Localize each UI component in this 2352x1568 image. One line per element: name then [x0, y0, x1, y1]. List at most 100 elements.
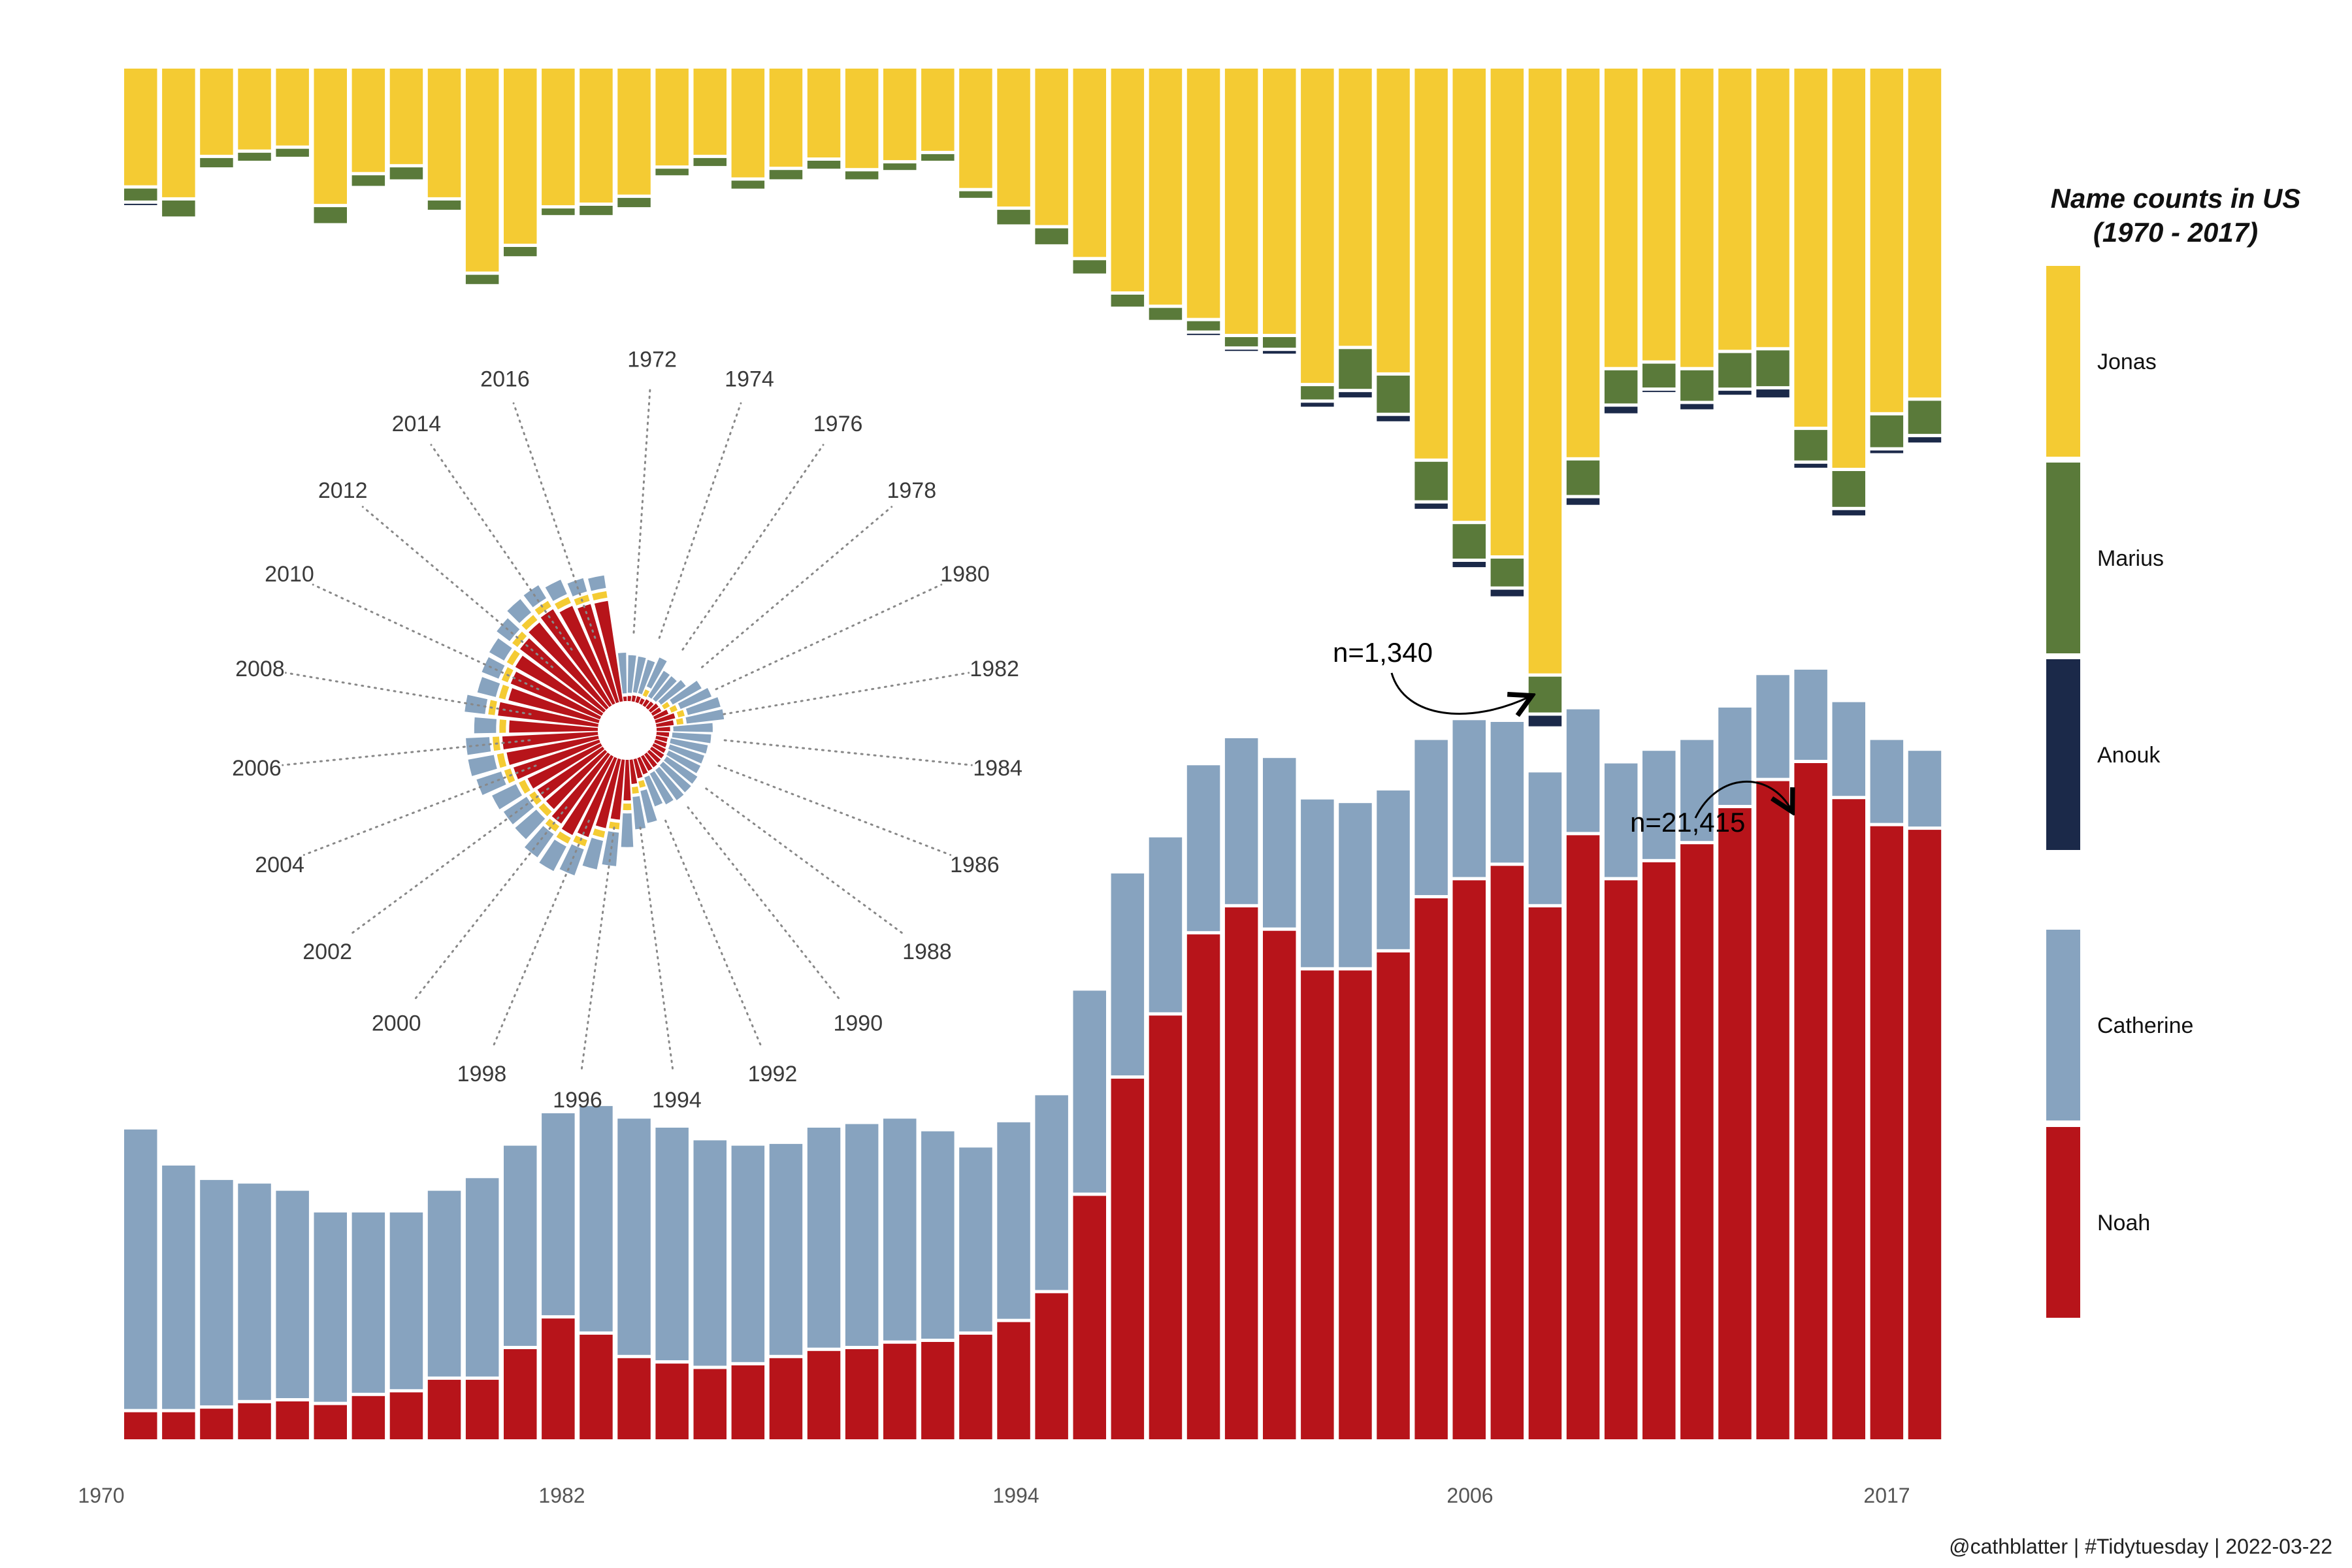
bar-top-anouk-2000 — [1263, 351, 1296, 354]
bar-top-jonas-2016 — [1870, 69, 1904, 412]
radial-guide-1984 — [723, 739, 973, 766]
bar-bottom-noah-1980 — [504, 1349, 537, 1439]
bar-bottom-noah-2015 — [1832, 799, 1865, 1439]
radial-noah-1974 — [635, 696, 641, 704]
x-tick-label-1982: 1982 — [538, 1484, 585, 1507]
bar-top-jonas-1997 — [1149, 69, 1183, 305]
bar-bottom-catherine-1999 — [1224, 738, 1258, 904]
x-tick-label-1994: 1994 — [992, 1484, 1039, 1507]
radial-noah-2003 — [527, 743, 602, 789]
bar-top-jonas-2004 — [1414, 69, 1448, 459]
bar-top-jonas-1995 — [1073, 69, 1106, 257]
x-tick-label-1970: 1970 — [78, 1484, 124, 1507]
bar-bottom-catherine-1976 — [351, 1212, 385, 1393]
radial-noah-1983 — [656, 727, 670, 732]
radial-jonas-2002 — [529, 791, 542, 805]
bar-top-anouk-2013 — [1756, 389, 1789, 398]
bar-top-marius-1987 — [769, 170, 803, 180]
bar-bottom-noah-1983 — [617, 1358, 651, 1439]
bar-bottom-noah-2006 — [1490, 866, 1524, 1439]
bar-bottom-catherine-1971 — [162, 1166, 195, 1409]
bar-top-jonas-1993 — [997, 69, 1030, 207]
radial-catherine-2001 — [515, 809, 546, 840]
radial-catherine-1977 — [653, 676, 677, 702]
bar-bottom-catherine-2012 — [1718, 708, 1752, 805]
bar-bottom-catherine-2004 — [1414, 740, 1448, 895]
bar-top-jonas-1970 — [124, 69, 157, 186]
bar-bottom-noah-2014 — [1794, 763, 1827, 1439]
bar-top-marius-1979 — [465, 274, 499, 284]
bar-bottom-noah-1986 — [731, 1365, 765, 1439]
bar-top-marius-1978 — [427, 200, 461, 210]
radial-catherine-2010 — [482, 657, 505, 679]
radial-guide-1980 — [715, 583, 943, 691]
bar-top-jonas-1986 — [731, 69, 765, 178]
bar-bottom-noah-1994 — [1035, 1293, 1068, 1439]
radial-noah-1988 — [649, 746, 664, 759]
legend-key-catherine — [2046, 930, 2080, 1120]
bar-bottom-noah-2013 — [1756, 781, 1789, 1439]
bar-top-marius-1981 — [542, 208, 575, 216]
radial-jonas-1997 — [593, 828, 606, 838]
bar-top-jonas-1984 — [655, 69, 689, 166]
bar-top-anouk-2007 — [1528, 715, 1562, 727]
bar-bottom-catherine-2010 — [1642, 751, 1676, 859]
radial-noah-1980 — [653, 710, 669, 720]
radial-noah-1993 — [633, 758, 643, 779]
radial-catherine-1975 — [646, 657, 667, 689]
bar-top-marius-2013 — [1756, 350, 1789, 387]
bar-bottom-catherine-1997 — [1149, 837, 1183, 1013]
bar-bottom-catherine-2002 — [1339, 803, 1372, 968]
radial-noah-1978 — [648, 703, 659, 713]
bar-bottom-noah-2016 — [1870, 826, 1904, 1439]
radial-noah-1972 — [627, 696, 632, 702]
bar-bottom-noah-1982 — [580, 1334, 613, 1439]
legend-title-line1: Name counts in US — [2051, 183, 2301, 214]
radial-catherine-1978 — [658, 679, 686, 705]
bar-top-marius-2014 — [1794, 430, 1827, 461]
radial-label-1986: 1986 — [950, 853, 1000, 877]
radial-noah-2013 — [529, 622, 609, 710]
bar-top-jonas-1976 — [351, 69, 385, 172]
radial-noah-1998 — [577, 757, 617, 838]
bar-top-marius-1976 — [351, 175, 385, 186]
bar-bottom-noah-2010 — [1642, 862, 1676, 1439]
bar-bottom-catherine-1981 — [542, 1113, 575, 1316]
bar-top-marius-1971 — [162, 200, 195, 217]
radial-noah-2004 — [514, 740, 600, 779]
bar-top-jonas-2008 — [1566, 69, 1600, 457]
radial-catherine-1972 — [627, 655, 636, 693]
radial-label-1974: 1974 — [725, 367, 774, 392]
bar-top-marius-2002 — [1339, 349, 1372, 389]
bar-top-jonas-1988 — [807, 69, 841, 157]
bar-bottom-noah-2002 — [1339, 970, 1372, 1439]
bar-top-jonas-2017 — [1908, 69, 1942, 398]
radial-jonas-1994 — [632, 786, 639, 794]
radial-noah-1986 — [654, 740, 667, 747]
radial-noah-2010 — [510, 672, 602, 720]
bar-top-marius-1982 — [580, 206, 613, 216]
bar-bottom-noah-1990 — [883, 1343, 917, 1439]
bar-top-jonas-2012 — [1718, 69, 1752, 350]
radial-catherine-1979 — [670, 681, 702, 705]
radial-jonas-2001 — [538, 803, 552, 817]
radial-catherine-2008 — [465, 694, 488, 714]
radial-noah-2014 — [540, 609, 612, 708]
bar-bottom-noah-1992 — [959, 1334, 992, 1439]
radial-label-2006: 2006 — [232, 756, 282, 781]
x-axis: 1970 1982 1994 2006 2017 — [78, 1484, 1910, 1507]
radial-jonas-1981 — [676, 710, 685, 718]
radial-guide-2006 — [282, 739, 531, 766]
bar-top-marius-1970 — [124, 188, 157, 201]
bar-bottom-noah-2000 — [1263, 930, 1296, 1439]
bar-bottom-noah-1978 — [427, 1379, 461, 1439]
radial-catherine-1980 — [678, 688, 711, 710]
bar-top-jonas-1994 — [1035, 69, 1068, 225]
bar-top-marius-1977 — [389, 167, 423, 180]
bar-top-marius-1984 — [655, 169, 689, 176]
bar-top-anouk-2005 — [1452, 562, 1486, 568]
bar-bottom-catherine-1974 — [276, 1190, 309, 1398]
radial-catherine-2015 — [545, 580, 567, 601]
legend-label-marius: Marius — [2097, 546, 2164, 571]
radial-guide-2010 — [312, 583, 540, 691]
